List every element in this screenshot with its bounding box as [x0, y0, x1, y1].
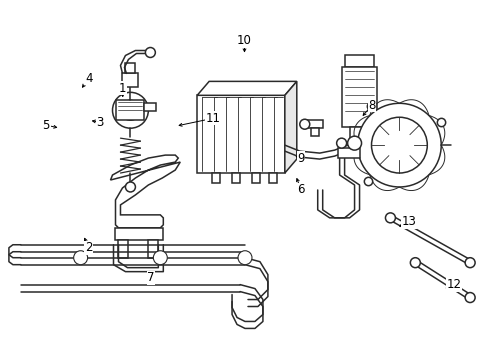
- Text: 13: 13: [401, 215, 415, 228]
- Bar: [251, 173, 260, 183]
- Text: 2: 2: [85, 241, 92, 254]
- Text: 7: 7: [147, 271, 155, 284]
- Bar: [115, 228, 163, 240]
- Bar: [353, 139, 365, 147]
- Bar: [118, 240, 128, 258]
- Text: 5: 5: [42, 119, 50, 132]
- Polygon shape: [110, 155, 180, 228]
- Bar: [144, 103, 156, 111]
- Circle shape: [238, 251, 251, 265]
- Circle shape: [385, 213, 395, 223]
- Text: 3: 3: [96, 116, 103, 129]
- Circle shape: [347, 136, 361, 150]
- Text: 1: 1: [119, 82, 126, 95]
- Text: 8: 8: [367, 99, 375, 112]
- Text: 6: 6: [297, 184, 304, 197]
- Text: 10: 10: [237, 34, 251, 47]
- Circle shape: [74, 251, 87, 265]
- Circle shape: [464, 258, 474, 268]
- Circle shape: [299, 119, 309, 129]
- Bar: [232, 173, 240, 183]
- Polygon shape: [197, 81, 296, 95]
- Bar: [125, 63, 135, 73]
- Bar: [268, 173, 276, 183]
- Text: 9: 9: [297, 152, 304, 165]
- Bar: [122, 73, 138, 87]
- Bar: [344, 55, 374, 67]
- Polygon shape: [285, 81, 296, 173]
- Bar: [337, 148, 359, 158]
- Circle shape: [125, 182, 135, 192]
- Polygon shape: [197, 95, 285, 173]
- Bar: [212, 173, 220, 183]
- Bar: [116, 100, 144, 120]
- Circle shape: [145, 48, 155, 58]
- Bar: [349, 127, 369, 139]
- Circle shape: [409, 258, 420, 268]
- Text: 4: 4: [85, 72, 92, 85]
- Text: 12: 12: [446, 278, 461, 291]
- Circle shape: [464, 293, 474, 302]
- Bar: [341, 67, 377, 127]
- Circle shape: [112, 92, 148, 128]
- Circle shape: [120, 100, 140, 120]
- Bar: [148, 240, 158, 258]
- Circle shape: [371, 117, 427, 173]
- Circle shape: [153, 251, 167, 265]
- Bar: [306, 120, 322, 128]
- Circle shape: [336, 138, 346, 148]
- Bar: [310, 128, 318, 136]
- Circle shape: [357, 103, 440, 187]
- Text: 11: 11: [205, 112, 221, 125]
